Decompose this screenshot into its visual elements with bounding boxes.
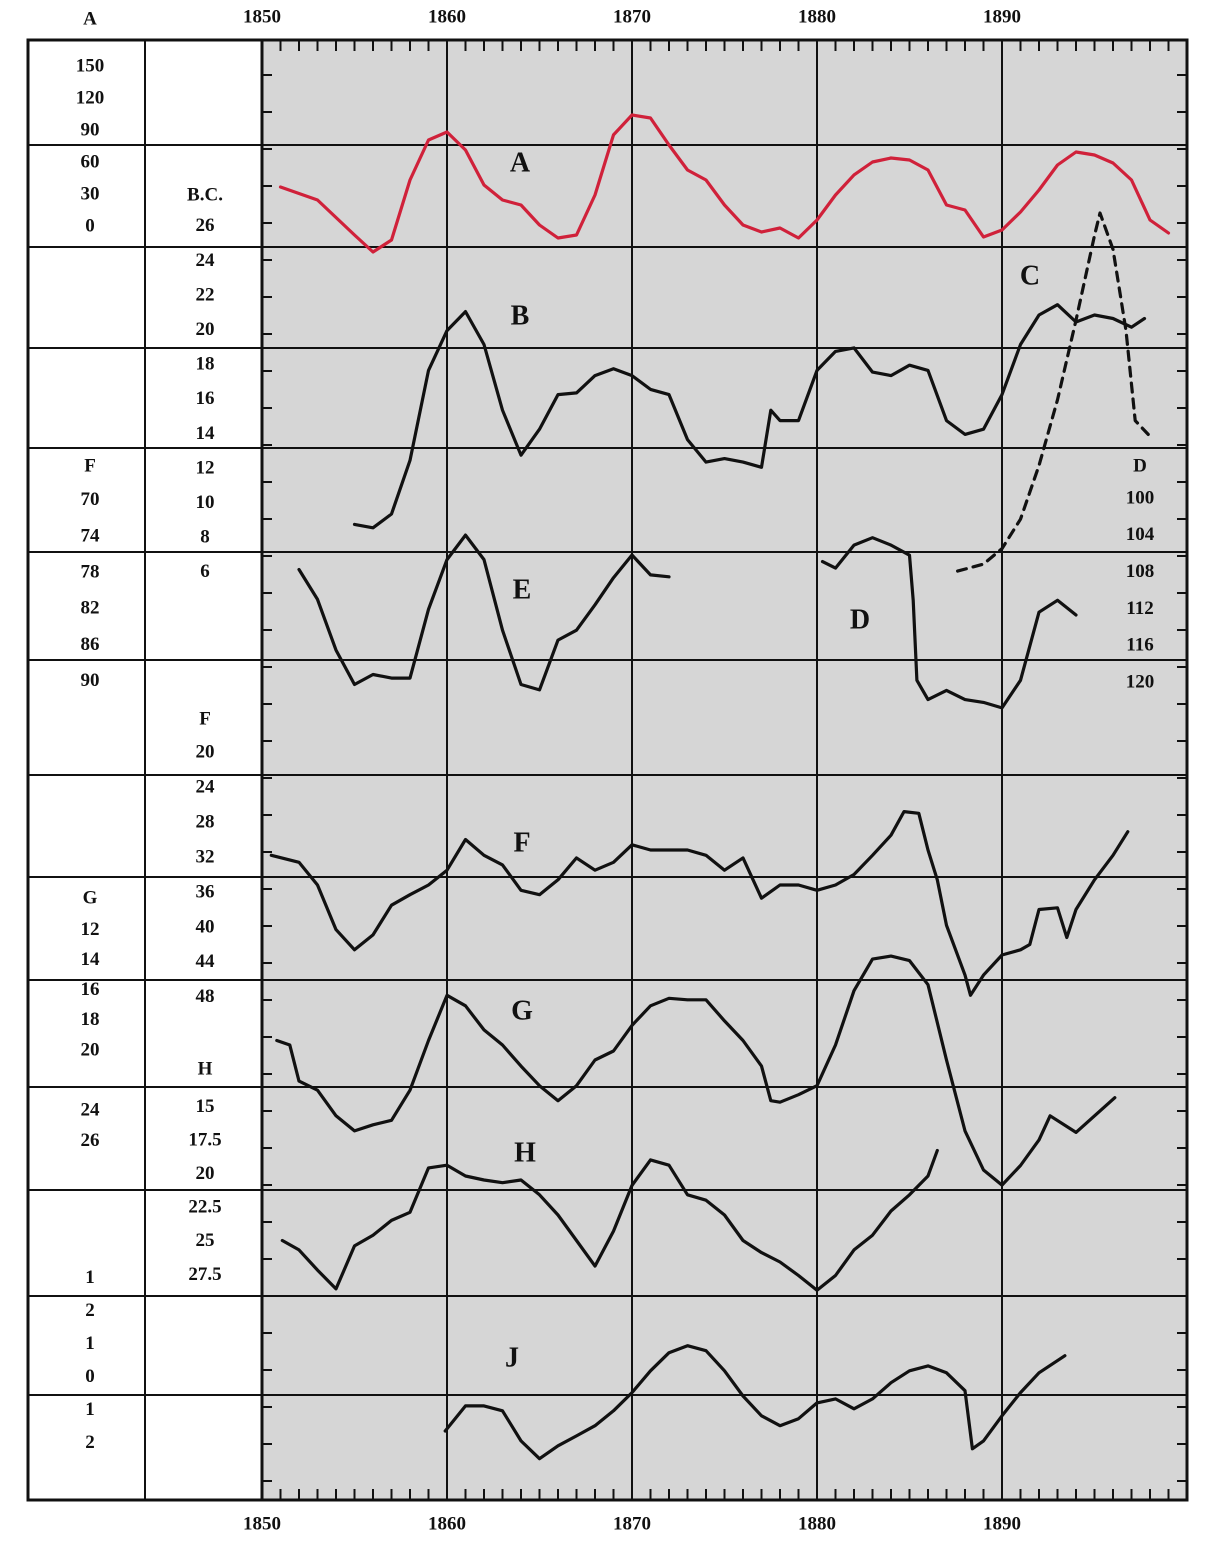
y-tick-label: 18	[81, 1009, 100, 1030]
x-tick-label-top: 1880	[798, 6, 836, 27]
y-tick-label: 82	[81, 598, 100, 619]
scale-label: D	[1133, 455, 1147, 476]
y-tick-label: 86	[81, 634, 100, 655]
y-tick-label: 2	[85, 1300, 95, 1321]
x-tick-label-bottom: 1850	[243, 1513, 281, 1534]
x-tick-label-bottom: 1860	[428, 1513, 466, 1534]
curve-label: J	[505, 1342, 519, 1373]
y-tick-label: 40	[196, 916, 215, 937]
y-tick-label: 14	[196, 423, 216, 444]
y-tick-label: 15	[196, 1096, 215, 1117]
y-tick-label: 48	[196, 986, 215, 1007]
y-tick-label: 120	[76, 87, 105, 108]
curve-label: C	[1020, 260, 1040, 291]
y-tick-label: 0	[85, 1366, 95, 1387]
x-tick-label-bottom: 1880	[798, 1513, 836, 1534]
curve-label: G	[511, 995, 533, 1026]
y-tick-label: 1	[85, 1267, 95, 1288]
x-tick-label-top: 1860	[428, 6, 466, 27]
y-tick-label: 24	[81, 1100, 101, 1121]
y-tick-label: 78	[81, 561, 100, 582]
y-tick-label: 0	[85, 215, 95, 236]
y-tick-label: 90	[81, 119, 100, 140]
y-tick-label: 14	[81, 949, 101, 970]
series-line	[443, 1344, 1067, 1461]
plot-area	[262, 40, 1187, 1500]
y-tick-label: 6	[200, 561, 210, 582]
series-line	[297, 533, 671, 692]
y-tick-label: 90	[81, 670, 100, 691]
series-line	[278, 113, 1171, 254]
curve-label: H	[514, 1137, 536, 1168]
y-tick-label: 12	[81, 919, 100, 940]
x-tick-label-top: 1870	[613, 6, 651, 27]
y-tick-label: 112	[1126, 598, 1153, 619]
y-tick-label: 36	[196, 881, 215, 902]
scale-label: H	[198, 1058, 213, 1079]
curve-label: E	[513, 574, 532, 605]
y-tick-label: 32	[196, 846, 215, 867]
y-tick-label: 27.5	[188, 1264, 221, 1285]
series-line	[820, 536, 1078, 710]
y-tick-label: 22.5	[188, 1197, 221, 1218]
y-tick-label: 24	[196, 776, 216, 797]
y-tick-label: 2	[85, 1432, 95, 1453]
y-tick-label: 26	[196, 215, 215, 236]
curve-label: A	[510, 147, 531, 178]
y-tick-label: 44	[196, 951, 216, 972]
curve-label: D	[850, 604, 870, 635]
y-tick-label: 25	[196, 1230, 215, 1251]
x-tick-label-bottom: 1870	[613, 1513, 651, 1534]
y-tick-label: 70	[81, 489, 100, 510]
series-line	[956, 211, 1150, 573]
y-tick-label: 60	[81, 151, 100, 172]
y-tick-label: 17.5	[188, 1129, 221, 1150]
y-tick-label: 16	[196, 388, 215, 409]
scale-label: F	[199, 708, 211, 729]
y-tick-label: 20	[81, 1039, 100, 1060]
y-tick-label: 12	[196, 457, 215, 478]
y-tick-label: 1	[85, 1399, 95, 1420]
y-tick-label: 16	[81, 979, 100, 1000]
scale-label: F	[84, 455, 96, 476]
y-tick-label: 1	[85, 1333, 95, 1354]
y-tick-label: 8	[200, 527, 210, 548]
scale-label: G	[83, 887, 98, 908]
y-tick-label: 30	[81, 183, 100, 204]
scale-label: B.C.	[187, 184, 223, 205]
y-tick-label: 150	[76, 55, 105, 76]
x-tick-label-bottom: 1890	[983, 1513, 1021, 1534]
y-tick-label: 100	[1126, 487, 1155, 508]
curve-label: B	[511, 300, 530, 331]
y-tick-label: 20	[196, 741, 215, 762]
curve-label: F	[513, 827, 530, 858]
y-tick-label: 28	[196, 811, 215, 832]
y-tick-label: 108	[1126, 561, 1155, 582]
y-tick-label: 104	[1126, 524, 1155, 545]
y-tick-label: 18	[196, 354, 215, 375]
x-tick-label-top: 1890	[983, 6, 1021, 27]
y-tick-label: 26	[81, 1130, 100, 1151]
series-line	[280, 1148, 939, 1292]
y-tick-label: 24	[196, 250, 216, 271]
y-tick-label: 22	[196, 284, 215, 305]
series-line	[352, 303, 1147, 530]
series-line	[275, 954, 1117, 1187]
x-tick-label-top: 1850	[243, 6, 281, 27]
y-tick-label: 120	[1126, 671, 1155, 692]
y-tick-label: 10	[196, 492, 215, 513]
y-tick-label: 20	[196, 319, 215, 340]
y-tick-label: 74	[81, 525, 101, 546]
series-line	[269, 810, 1130, 997]
y-tick-label: 20	[196, 1163, 215, 1184]
outer-frame	[26, 38, 1189, 1502]
scale-label: A	[83, 8, 97, 29]
y-tick-label: 116	[1126, 635, 1153, 656]
